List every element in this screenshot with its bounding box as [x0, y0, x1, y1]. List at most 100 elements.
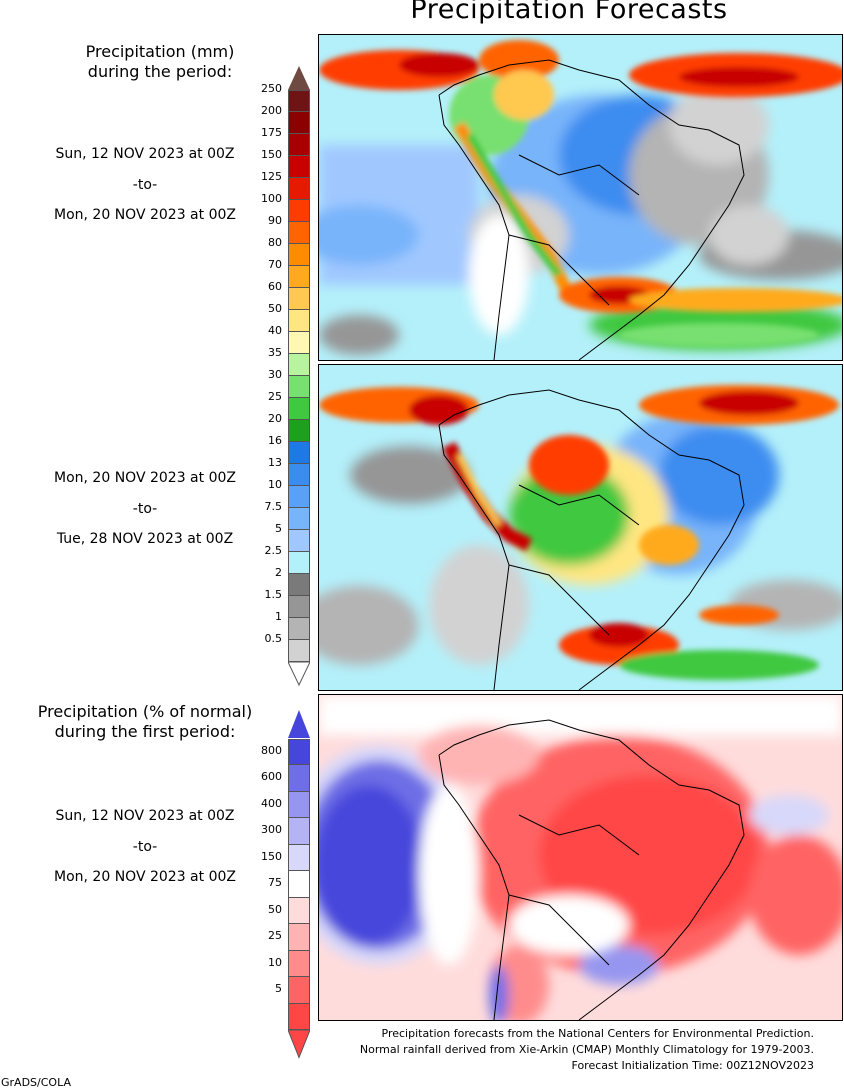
mm-legend-heading-line1: Precipitation (mm) [85, 42, 235, 61]
scale-tick-label: 150 [261, 148, 282, 161]
scale-tick-label: 25 [268, 929, 282, 943]
scale-segment [288, 596, 310, 618]
scale-tick-label: 0.5 [264, 632, 283, 645]
scale-tick-label: 40 [268, 324, 282, 337]
scale-segment [288, 420, 310, 442]
scale-tick-label: 1 [275, 610, 282, 623]
scale-segment [288, 288, 310, 310]
period2-to: Tue, 28 NOV 2023 at 00Z [56, 531, 234, 547]
footer-notes: Precipitation forecasts from the Nationa… [360, 1026, 814, 1074]
scale-tick-label: 16 [268, 434, 282, 447]
scale-tick-label: 10 [268, 955, 282, 969]
footer-line2: Normal rainfall derived from Xie-Arkin (… [359, 1043, 814, 1056]
scale-segment [288, 332, 310, 354]
scale-tick-label: 30 [268, 368, 282, 381]
mm-color-scale: 250 200 175 150 125 100 90 80 70 60 50 40 35 30 25 20 16… [250, 66, 311, 687]
scale-tick-label: 250 [261, 82, 282, 95]
scale-segment [288, 977, 310, 1004]
scale-tick-label: 100 [261, 192, 282, 205]
scale-top-arrow [288, 710, 310, 738]
grads-credit: GrADS/COLA [1, 1076, 71, 1089]
mm-legend-heading: Precipitation (mm) during the period: [20, 42, 300, 82]
scale-tick-label: 10 [268, 478, 282, 491]
scale-tick-label: 1.5 [264, 588, 283, 601]
scale-segment [288, 765, 310, 792]
scale-tick-label: 90 [268, 214, 282, 227]
scale-bottom-arrow [287, 661, 311, 690]
scale-segment [288, 1003, 310, 1030]
scale-segment [288, 844, 310, 871]
period1-sep: -to- [132, 177, 158, 193]
period3-label: Sun, 12 NOV 2023 at 00Z -to- Mon, 20 NOV… [0, 808, 290, 888]
scale-tick-label: 125 [261, 170, 282, 183]
map-panel-percent-normal [318, 694, 843, 1021]
scale-tick-label: 2 [275, 566, 282, 579]
period3-from: Sun, 12 NOV 2023 at 00Z [55, 808, 235, 824]
period3-sep: -to- [132, 839, 158, 855]
mm-legend-heading-line2: during the period: [87, 62, 233, 81]
scale-segment [288, 442, 310, 464]
scale-segment [288, 222, 310, 244]
scale-segment [288, 871, 310, 898]
scale-segment [288, 310, 310, 332]
period1-label: Sun, 12 NOV 2023 at 00Z -to- Mon, 20 NOV… [0, 146, 290, 226]
period1-to: Mon, 20 NOV 2023 at 00Z [54, 207, 236, 223]
scale-segment [288, 791, 310, 818]
scale-tick-label: 5 [275, 982, 282, 996]
scale-segment [288, 924, 310, 951]
period2-from: Mon, 20 NOV 2023 at 00Z [54, 470, 236, 486]
scale-tick-label: 400 [261, 796, 282, 810]
scale-segment [288, 90, 310, 112]
scale-segment [288, 486, 310, 508]
scale-segment [288, 156, 310, 178]
scale-tick-label: 35 [268, 346, 282, 359]
map-panel-period2 [318, 364, 843, 691]
scale-segment [288, 552, 310, 574]
scale-segment [288, 354, 310, 376]
scale-tick-label: 150 [261, 849, 282, 863]
scale-tick-label: 7.5 [264, 500, 283, 513]
scale-tick-label: 600 [261, 770, 282, 784]
scale-segment [288, 508, 310, 530]
scale-tick-label: 70 [268, 258, 282, 271]
scale-tick-label: 5 [275, 522, 282, 535]
scale-segment [288, 398, 310, 420]
scale-segment [288, 244, 310, 266]
scale-segment [288, 530, 310, 552]
scale-tick-label: 25 [268, 390, 282, 403]
scale-tick-label: 75 [268, 876, 282, 890]
scale-top-arrow [288, 66, 310, 90]
scale-tick-label: 13 [268, 456, 282, 469]
scale-segment [288, 178, 310, 200]
scale-tick-label: 50 [268, 302, 282, 315]
pct-legend-heading-line2: during the first period: [54, 722, 236, 741]
period3-to: Mon, 20 NOV 2023 at 00Z [54, 869, 236, 885]
footer-line3: Forecast Initialization Time: 00Z12NOV20… [571, 1059, 814, 1072]
period1-from: Sun, 12 NOV 2023 at 00Z [55, 146, 235, 162]
scale-segment [288, 200, 310, 222]
period2-label: Mon, 20 NOV 2023 at 00Z -to- Tue, 28 NOV… [0, 470, 290, 550]
scale-segment [288, 618, 310, 640]
scale-tick-label: 200 [261, 104, 282, 117]
scale-segment [288, 640, 310, 662]
scale-tick-label: 800 [261, 743, 282, 757]
pct-legend-heading-line1: Precipitation (% of normal) [37, 702, 253, 721]
scale-tick-label: 60 [268, 280, 282, 293]
scale-bottom-arrow [287, 1029, 311, 1063]
scale-tick-label: 2.5 [264, 544, 283, 557]
page-title: Precipitation Forecasts [410, 0, 728, 25]
scale-segment [288, 376, 310, 398]
footer-line1: Precipitation forecasts from the Nationa… [381, 1027, 815, 1040]
scale-segment [288, 950, 310, 977]
scale-segment [288, 112, 310, 134]
period2-sep: -to- [132, 501, 158, 517]
scale-segment [288, 818, 310, 845]
pct-color-scale: 800 600 400 300 150 75 50 25 10 5 [250, 710, 311, 1059]
scale-tick-label: 300 [261, 823, 282, 837]
scale-segment [288, 134, 310, 156]
scale-tick-label: 20 [268, 412, 282, 425]
scale-tick-label: 80 [268, 236, 282, 249]
map-panel-period1 [318, 34, 843, 361]
scale-tick-label: 175 [261, 126, 282, 139]
scale-segment [288, 574, 310, 596]
